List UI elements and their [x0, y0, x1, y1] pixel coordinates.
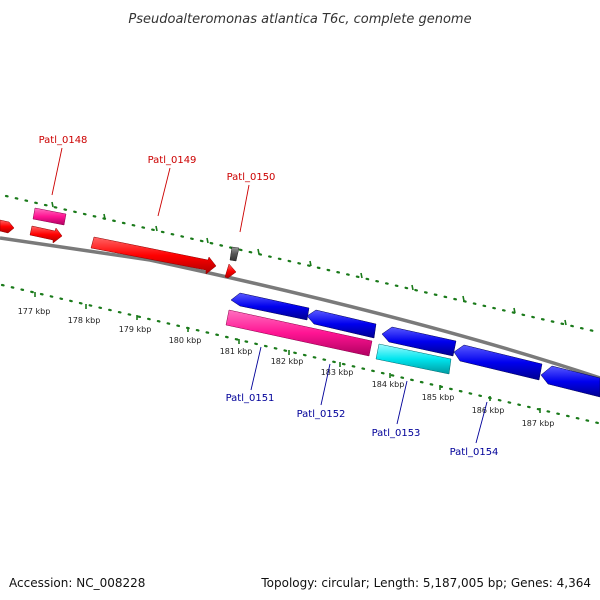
gene-patl-0153[interactable]	[375, 343, 452, 375]
kbp-label: 184 kbp	[372, 380, 405, 389]
gene-patl-0151-blue[interactable]	[230, 292, 310, 321]
leader-line-patl-0154	[475, 401, 488, 444]
forward-major-tick	[103, 213, 106, 220]
forward-gene-labels: Patl_0148 Patl_0149 Patl_0150	[39, 135, 276, 233]
forward-major-tick	[411, 284, 414, 291]
kbp-label: 177 kbp	[18, 307, 51, 316]
leader-line-patl-0149	[157, 167, 171, 217]
kbp-label: 180 kbp	[169, 336, 202, 345]
accession-text: Accession: NC_008228	[9, 576, 145, 590]
gene-forward-partial[interactable]	[0, 219, 15, 234]
gene-label-patl-0150[interactable]: Patl_0150	[227, 172, 276, 183]
forward-major-tick	[564, 319, 567, 326]
gene-patl-0150-grey[interactable]	[229, 246, 240, 262]
forward-genes	[0, 207, 240, 279]
reverse-genes	[225, 292, 600, 398]
gene-patl-0152[interactable]	[306, 309, 377, 339]
leader-line-patl-0151	[250, 346, 262, 391]
gene-label-patl-0151[interactable]: Patl_0151	[226, 393, 275, 404]
kbp-label: 186 kbp	[472, 406, 505, 415]
gene-patl-0151[interactable]	[225, 309, 373, 357]
kbp-scale-labels: 177 kbp 178 kbp 179 kbp 180 kbp 181 kbp …	[18, 307, 555, 428]
gene-patl-0154[interactable]	[453, 344, 543, 381]
map-title: Pseudoalteromonas atlantica T6c, complet…	[128, 12, 471, 27]
kbp-label: 183 kbp	[321, 368, 354, 377]
genome-backbone	[0, 236, 600, 380]
kbp-label: 178 kbp	[68, 316, 101, 325]
gene-label-patl-0152[interactable]: Patl_0152	[297, 409, 346, 420]
forward-major-tick	[206, 237, 209, 244]
gene-patl-0153-blue[interactable]	[381, 326, 457, 357]
forward-major-tick	[309, 260, 312, 267]
gene-label-patl-0149[interactable]: Patl_0149	[148, 155, 197, 166]
forward-major-tick	[462, 295, 465, 302]
reverse-gene-labels: Patl_0151 Patl_0152 Patl_0153 Patl_0154	[226, 346, 499, 458]
gene-patl-0150[interactable]	[224, 263, 237, 279]
leader-line-patl-0148	[51, 147, 63, 196]
kbp-label: 187 kbp	[522, 419, 555, 428]
gene-label-patl-0148[interactable]: Patl_0148	[39, 135, 88, 146]
reverse-tick-track-dots	[0, 283, 600, 425]
kbp-label: 179 kbp	[119, 325, 152, 334]
forward-major-tick	[257, 248, 260, 255]
forward-major-tick	[155, 225, 158, 232]
reverse-tick-track	[0, 283, 600, 425]
gene-patl-0148[interactable]	[29, 225, 63, 244]
forward-major-tick	[51, 201, 54, 208]
leader-line-patl-0150	[239, 184, 250, 233]
gene-label-patl-0154[interactable]: Patl_0154	[450, 447, 499, 458]
forward-major-tick	[360, 272, 363, 279]
leader-line-patl-0153	[396, 380, 408, 425]
kbp-label: 185 kbp	[422, 393, 455, 402]
kbp-label: 182 kbp	[271, 357, 304, 366]
kbp-label: 181 kbp	[220, 347, 253, 356]
forward-major-tick	[513, 307, 516, 314]
forward-tick-track	[4, 194, 600, 334]
gene-reverse-partial[interactable]	[540, 365, 600, 398]
gene-patl-0149[interactable]	[90, 236, 217, 275]
gene-label-patl-0153[interactable]: Patl_0153	[372, 428, 421, 439]
leader-line-patl-0152	[320, 363, 331, 406]
genome-summary-text: Topology: circular; Length: 5,187,005 bp…	[260, 576, 591, 590]
gene-patl-0148-rna[interactable]	[32, 207, 67, 226]
